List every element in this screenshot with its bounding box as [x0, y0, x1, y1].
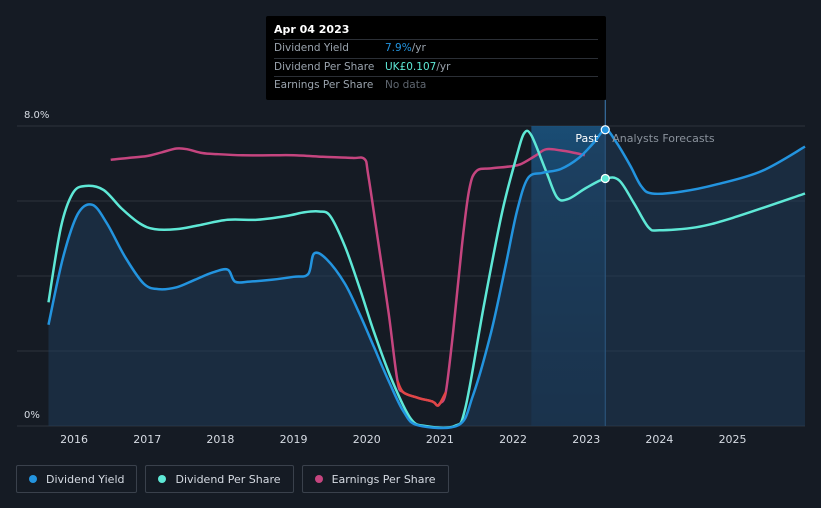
legend-item-earnings-per-share[interactable]: Earnings Per Share: [301, 465, 449, 493]
tooltip-row-earnings-per-share: Earnings Per Share No data: [274, 76, 598, 95]
legend-label: Dividend Per Share: [175, 472, 281, 486]
tooltip-value: UK£0.107: [385, 60, 437, 73]
past-label: Past: [575, 132, 599, 145]
tooltip-unit: /yr: [411, 42, 426, 54]
earnings-per-share-negative-segment: [396, 380, 447, 407]
legend-dot-icon: [158, 475, 167, 483]
x-tick-label: 2023: [572, 433, 600, 446]
tooltip: Apr 04 2023 Dividend Yield 7.9% /yr Divi…: [266, 16, 606, 100]
legend-dot-icon: [314, 475, 323, 483]
earnings-per-share-line: [110, 147, 586, 407]
x-tick-label: 2017: [133, 433, 161, 446]
legend-label: Dividend Yield: [46, 472, 125, 486]
y-tick-label: 8.0%: [24, 110, 49, 121]
dividend-yield-area: [48, 129, 805, 429]
area-fills: [48, 129, 805, 429]
x-tick-label: 2016: [60, 433, 88, 446]
dividend-yield-marker: [600, 125, 610, 135]
x-tick-label: 2024: [645, 433, 673, 446]
series-markers: [600, 125, 610, 184]
axis-labels: 0% 8.0% 2016 2017 2018 2019 2020 2021 2022 2023 20…: [24, 110, 747, 446]
x-tick-label: 2022: [499, 433, 527, 446]
legend-item-dividend-yield[interactable]: Dividend Yield: [16, 465, 138, 493]
x-tick-label: 2025: [719, 433, 747, 446]
tooltip-label: Earnings Per Share: [274, 79, 374, 91]
x-tick-label: 2020: [353, 433, 381, 446]
legend-label: Earnings Per Share: [331, 472, 436, 486]
x-tick-label: 2021: [426, 433, 454, 446]
tooltip-row-dividend-per-share: Dividend Per Share UK£0.107 /yr: [274, 57, 598, 77]
tooltip-label: Dividend Yield: [274, 42, 349, 54]
dividend-per-share-marker: [600, 173, 610, 184]
forecast-label: Analysts Forecasts: [612, 132, 715, 145]
tooltip-value: No data: [385, 79, 427, 91]
x-tick-label: 2018: [206, 433, 234, 446]
legend: Dividend Yield Dividend Per Share Earnin…: [16, 465, 449, 493]
y-tick-label: 0%: [24, 410, 40, 421]
tooltip-unit: /yr: [436, 60, 451, 73]
legend-item-dividend-per-share[interactable]: Dividend Per Share: [145, 465, 294, 493]
x-tick-label: 2019: [280, 433, 308, 446]
legend-dot-icon: [29, 475, 37, 483]
tooltip-value: 7.9%: [385, 42, 412, 54]
tooltip-row-dividend-yield: Dividend Yield 7.9% /yr: [274, 39, 598, 58]
tooltip-date: Apr 04 2023: [274, 23, 350, 36]
dividend-yield-line: [47, 128, 806, 430]
tooltip-label: Dividend Per Share: [274, 60, 375, 73]
